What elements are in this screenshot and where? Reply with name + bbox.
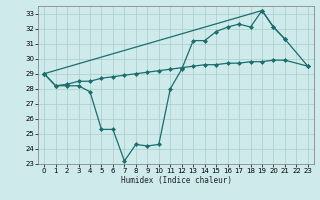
- X-axis label: Humidex (Indice chaleur): Humidex (Indice chaleur): [121, 176, 231, 185]
